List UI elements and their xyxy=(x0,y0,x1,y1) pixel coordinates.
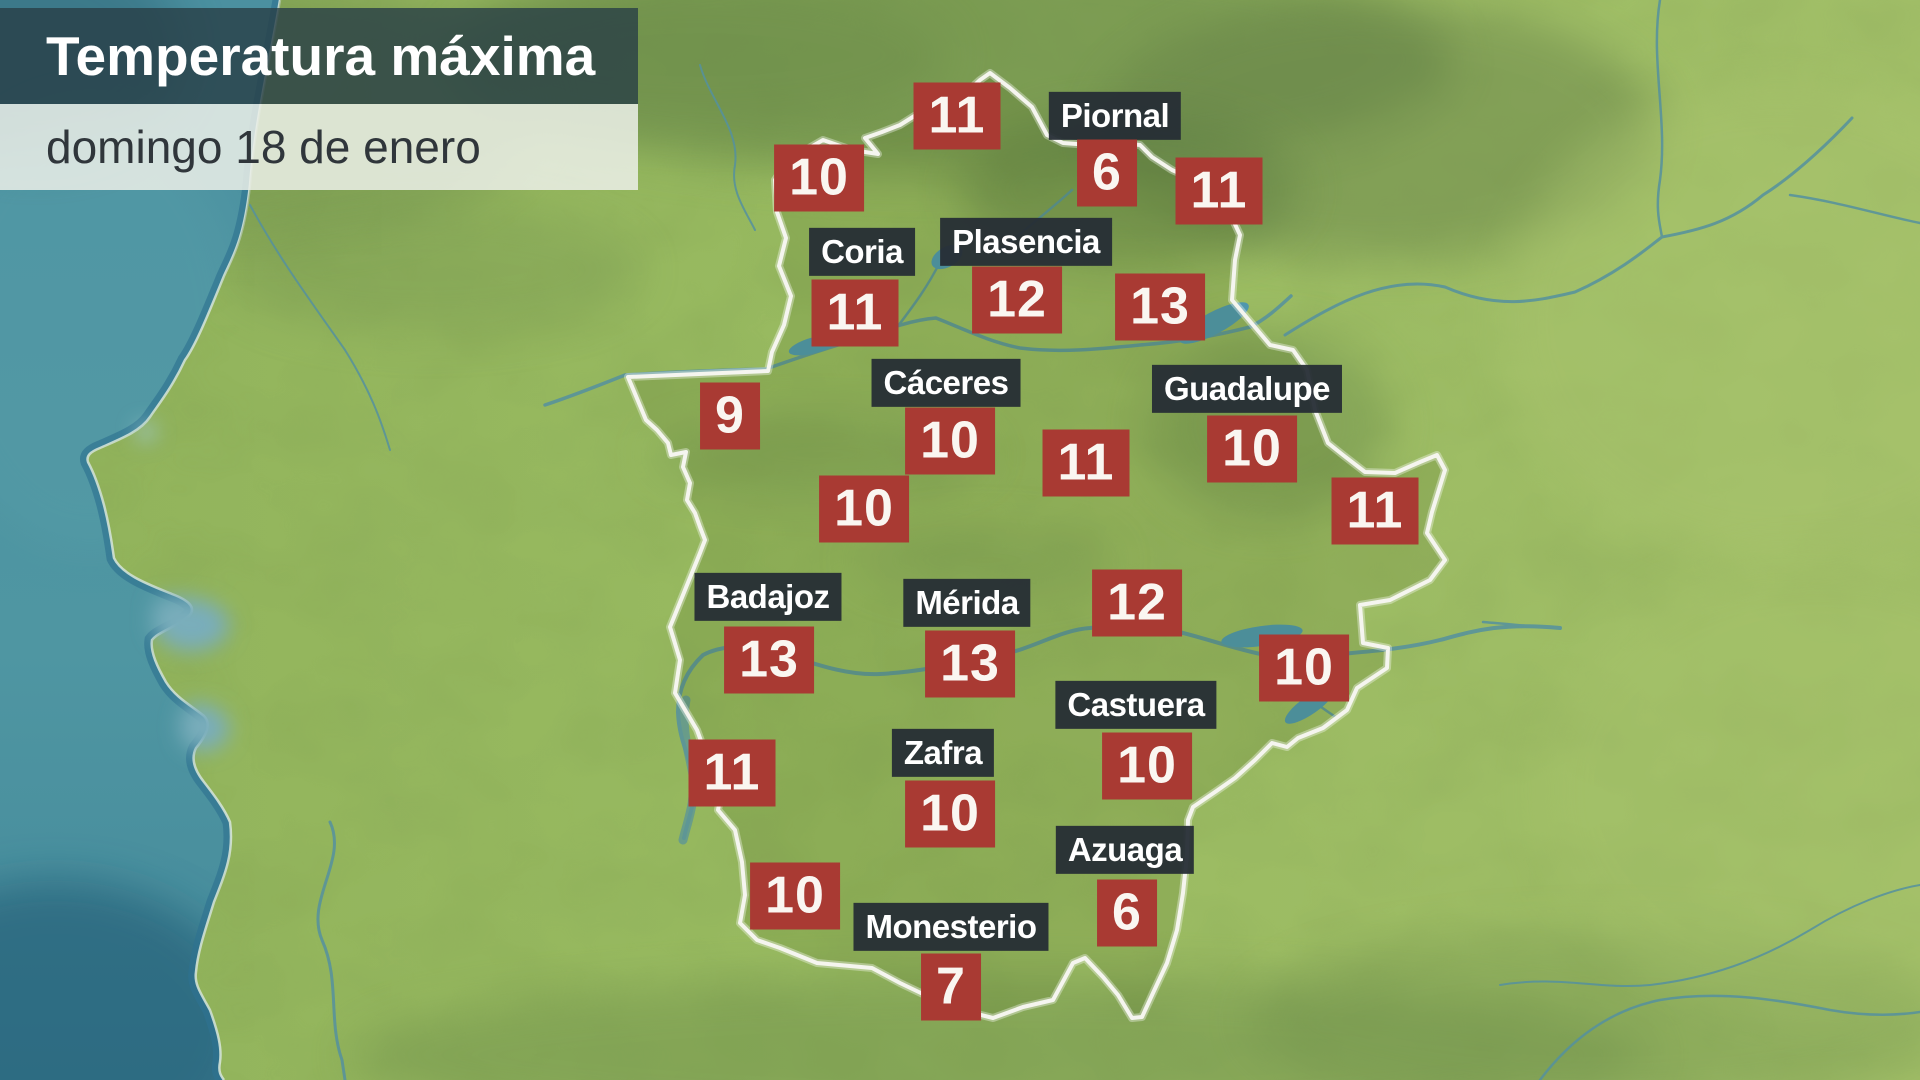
temp-badge-badajoz: 13 xyxy=(724,626,814,694)
page-title: Temperatura máxima xyxy=(46,25,596,87)
temp-badge-coria: 11 xyxy=(811,279,899,347)
temp-badge-plasencia: 12 xyxy=(972,266,1062,334)
subtitle-bar: domingo 18 de enero xyxy=(0,104,638,190)
temp-badge-azuaga: 6 xyxy=(1097,879,1157,947)
city-label-caceres: Cáceres xyxy=(871,358,1021,408)
city-label-monesterio: Monesterio xyxy=(853,902,1049,952)
city-label-piornal: Piornal xyxy=(1048,91,1182,141)
city-label-zafra: Zafra xyxy=(891,728,995,778)
temp-badge-caceres: 10 xyxy=(905,407,995,475)
temp-badge: 10 xyxy=(774,144,864,212)
temp-badge-monesterio: 7 xyxy=(921,953,981,1021)
temp-badge-guadalupe: 10 xyxy=(1207,415,1297,483)
date-subtitle: domingo 18 de enero xyxy=(46,121,481,173)
temp-badge: 10 xyxy=(1259,634,1349,702)
temp-badge-castuera: 10 xyxy=(1102,732,1192,800)
city-label-guadalupe: Guadalupe xyxy=(1151,364,1343,414)
temp-badge: 11 xyxy=(688,739,776,807)
temp-badge-zafra: 10 xyxy=(905,780,995,848)
city-label-merida: Mérida xyxy=(903,578,1031,628)
city-label-plasencia: Plasencia xyxy=(940,217,1112,267)
temp-badge-merida: 13 xyxy=(925,630,1015,698)
temp-badge: 9 xyxy=(700,382,760,450)
temp-badge-piornal: 6 xyxy=(1077,139,1137,207)
temp-badge: 11 xyxy=(1331,477,1419,545)
city-label-coria: Coria xyxy=(809,227,915,277)
deep-ocean-shade xyxy=(0,880,255,1080)
temp-badge: 11 xyxy=(1042,429,1130,497)
city-label-azuaga: Azuaga xyxy=(1055,825,1195,875)
temp-badge: 10 xyxy=(750,862,840,930)
temp-badge: 12 xyxy=(1092,569,1182,637)
city-label-badajoz: Badajoz xyxy=(694,572,842,622)
title-bar: Temperatura máxima xyxy=(0,8,638,104)
temp-badge: 11 xyxy=(913,82,1001,150)
city-label-castuera: Castuera xyxy=(1055,680,1217,730)
temp-badge: 10 xyxy=(819,475,909,543)
temp-badge: 11 xyxy=(1175,157,1263,225)
temp-badge: 13 xyxy=(1115,273,1205,341)
estuaries xyxy=(137,423,230,752)
